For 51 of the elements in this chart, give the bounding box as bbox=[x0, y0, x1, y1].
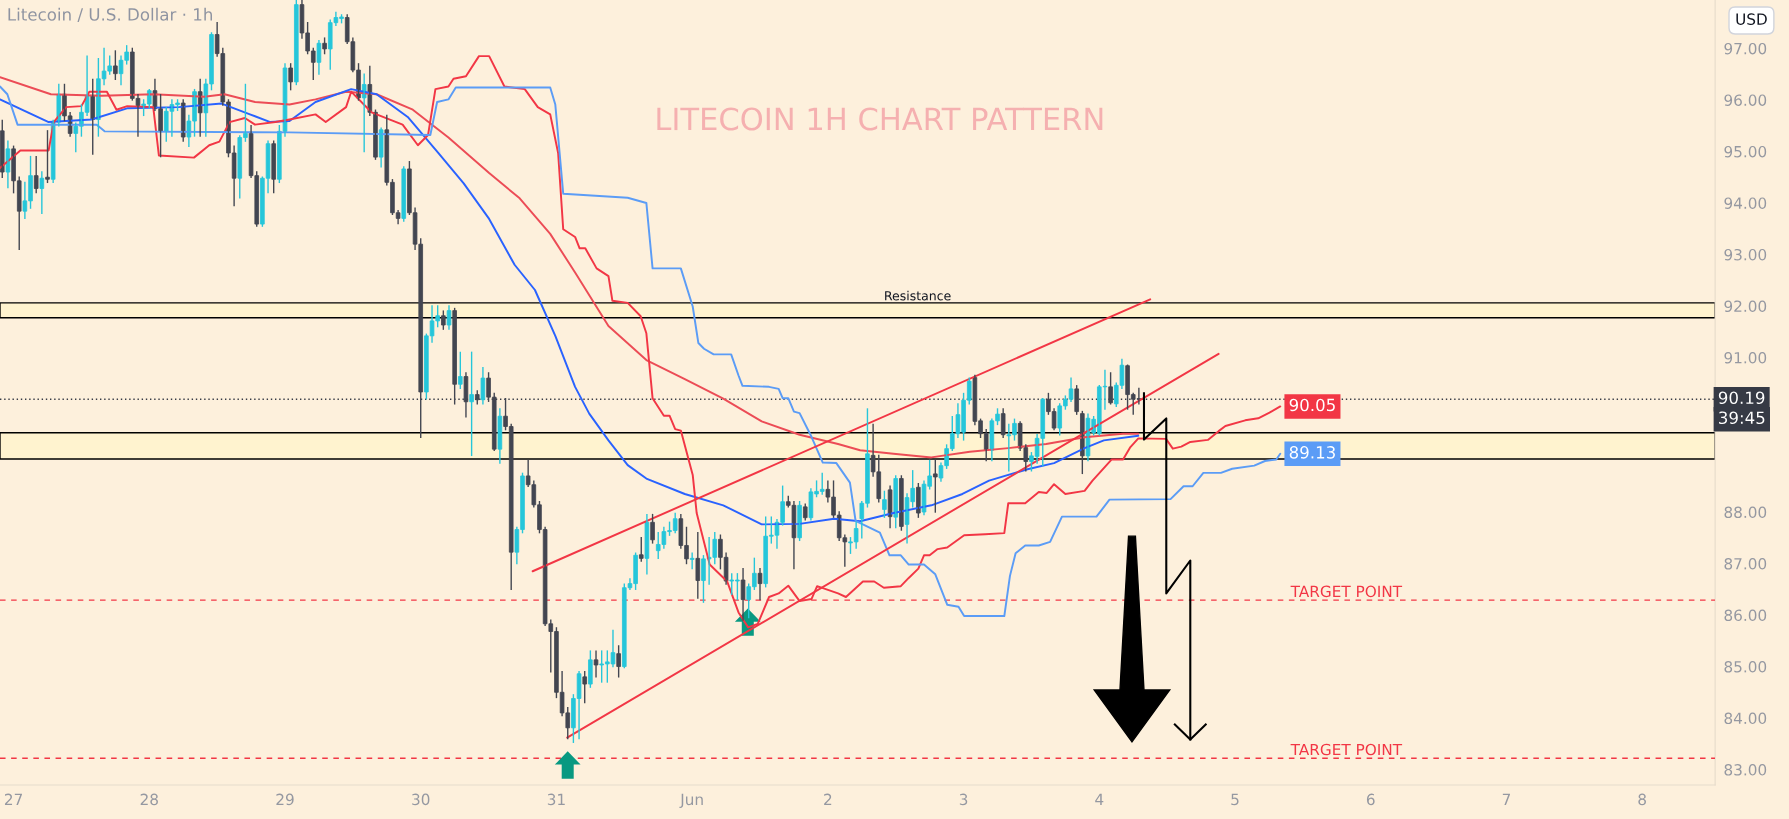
candlestick bbox=[1074, 385, 1079, 415]
y-tick-label: 84.00 bbox=[1724, 712, 1767, 725]
x-tick-label: 30 bbox=[412, 793, 430, 806]
candlestick bbox=[588, 650, 593, 688]
ref-line-label: TARGET POINT bbox=[1290, 743, 1403, 756]
y-tick-label: 97.00 bbox=[1724, 42, 1767, 55]
band-label: Resistance bbox=[885, 290, 951, 301]
x-tick-label: 31 bbox=[547, 793, 565, 806]
candlestick bbox=[446, 305, 452, 330]
x-tick-label: 6 bbox=[1366, 793, 1375, 806]
candlestick bbox=[701, 555, 706, 603]
y-tick-label: 94.00 bbox=[1724, 197, 1767, 209]
chart-title: Litecoin / U.S. Dollar · 1h bbox=[8, 7, 213, 23]
y-tick-label: 83.00 bbox=[1724, 764, 1767, 776]
ref-line-label: TARGET POINT bbox=[1290, 585, 1403, 598]
x-tick-label: Jun bbox=[679, 793, 703, 809]
ref-line-label: 90.19 bbox=[1718, 391, 1765, 405]
candlestick bbox=[458, 351, 463, 390]
x-tick-label: 5 bbox=[1231, 793, 1239, 806]
x-tick-label: 29 bbox=[276, 793, 294, 806]
candlestick bbox=[113, 50, 118, 81]
x-tick-label: 2 bbox=[824, 793, 832, 805]
candlestick bbox=[582, 670, 587, 704]
y-tick-label: 96.00 bbox=[1724, 94, 1767, 106]
candlestick bbox=[45, 130, 50, 184]
text: LITECOIN 1H CHART PATTERN bbox=[657, 107, 1103, 131]
y-tick-label: 85.00 bbox=[1724, 661, 1767, 673]
candlestick bbox=[441, 310, 446, 330]
y-tick-label: 93.00 bbox=[1724, 248, 1767, 261]
candlestick bbox=[288, 63, 293, 91]
data-label: 89.13 bbox=[1289, 446, 1335, 459]
x-tick-label: 4 bbox=[1095, 793, 1104, 805]
x-tick-label: 7 bbox=[1502, 793, 1511, 805]
y-tick-label: 86.00 bbox=[1724, 609, 1767, 622]
y-tick-label: 92.00 bbox=[1724, 300, 1767, 312]
y-tick-label: 88.00 bbox=[1724, 506, 1767, 519]
y-tick-label: 91.00 bbox=[1724, 351, 1767, 364]
x-tick-label: 8 bbox=[1638, 793, 1646, 806]
text: 39:45 bbox=[1719, 411, 1765, 425]
x-tick-label: 27 bbox=[4, 793, 22, 805]
candlestick bbox=[638, 537, 644, 562]
candlestick bbox=[933, 459, 938, 513]
data-label: 90.05 bbox=[1289, 398, 1335, 412]
candlestick bbox=[616, 645, 621, 678]
y-tick-label: 95.00 bbox=[1724, 145, 1767, 158]
x-tick-label: 3 bbox=[959, 793, 968, 806]
candlestick bbox=[882, 490, 887, 518]
y-tick-label: 87.00 bbox=[1724, 557, 1767, 570]
x-tick-label: 28 bbox=[140, 793, 158, 806]
y-axis-title: USD bbox=[1736, 13, 1767, 25]
candlestick bbox=[271, 140, 276, 194]
